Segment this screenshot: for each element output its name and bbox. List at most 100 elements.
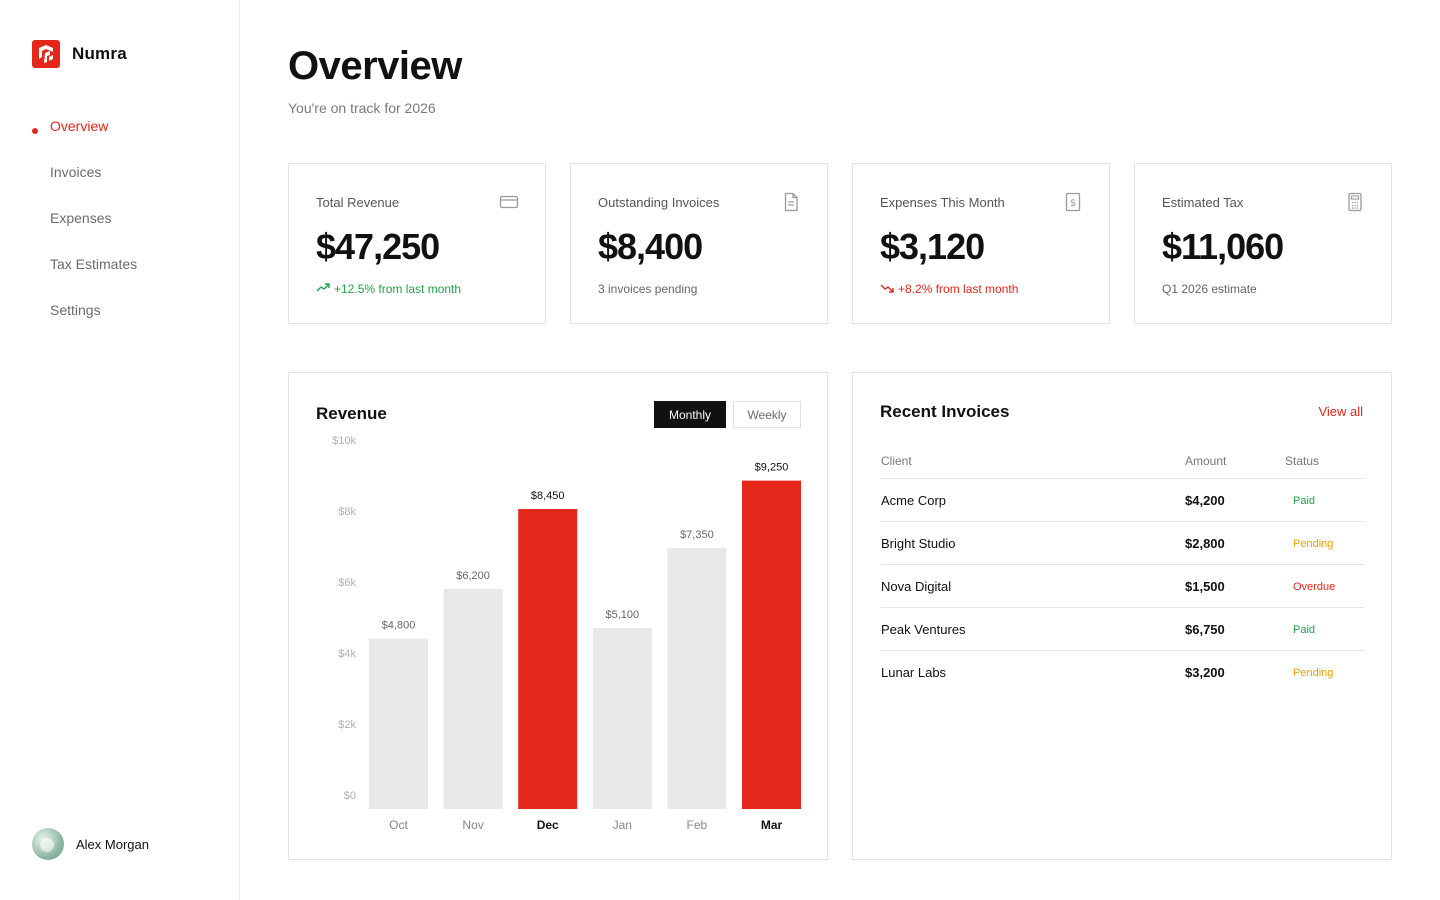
y-tick-label: $0 (344, 790, 356, 802)
invoice-client: Acme Corp (881, 493, 947, 508)
stat-value: $47,250 (316, 226, 440, 267)
invoice-amount: $6,750 (1185, 622, 1225, 637)
invoice-amount: $2,800 (1185, 536, 1225, 551)
stat-label: Total Revenue (316, 195, 400, 210)
stat-card-expenses-this-month: Expenses This Month $ $3,120 +8.2% from … (852, 163, 1110, 324)
x-tick-label: Mar (761, 818, 783, 832)
sidebar-item-label: Tax Estimates (50, 256, 138, 272)
dollar-receipt-icon: $ (1063, 192, 1083, 212)
table-row[interactable]: Peak Ventures $6,750 Paid (881, 607, 1365, 650)
stat-label: Expenses This Month (880, 195, 1005, 210)
table-row[interactable]: Nova Digital $1,500 Overdue (881, 564, 1365, 607)
status-badge: Paid (1293, 495, 1316, 507)
credit-card-icon (499, 192, 519, 212)
x-tick-label: Feb (687, 818, 708, 832)
svg-text:$: $ (1070, 198, 1076, 209)
invoice-client: Nova Digital (881, 579, 952, 594)
invoice-client: Lunar Labs (881, 665, 947, 680)
y-tick-label: $6k (338, 577, 356, 589)
bar-value-label: $8,450 (531, 490, 565, 502)
invoice-amount: $3,200 (1185, 665, 1225, 680)
stat-card-total-revenue: Total Revenue $47,250 +12.5% from last m… (288, 163, 546, 324)
sidebar: Numra Overview Invoices Expenses Tax Est… (0, 0, 240, 900)
table-row[interactable]: Bright Studio $2,800 Pending (881, 521, 1365, 564)
column-header-client: Client (881, 454, 912, 468)
stat-note: +8.2% from last month (898, 282, 1019, 296)
bar-value-label: $4,800 (382, 620, 416, 632)
bar-nov[interactable] (443, 588, 503, 809)
sidebar-item-label: Settings (50, 302, 101, 318)
stat-trend: +8.2% from last month (880, 282, 1018, 296)
stat-trend: +12.5% from last month (316, 282, 461, 296)
bar-value-label: $5,100 (605, 609, 639, 621)
table-row[interactable]: Lunar Labs $3,200 Pending (881, 650, 1365, 693)
sidebar-item-tax-estimates[interactable]: Tax Estimates (32, 246, 222, 292)
brand[interactable]: Numra (32, 40, 127, 68)
stat-value: $8,400 (598, 226, 703, 267)
numra-logo-icon (32, 40, 60, 68)
page-subtitle: You're on track for 2026 (288, 100, 436, 116)
y-tick-label: $10k (332, 435, 356, 447)
sidebar-item-label: Overview (50, 118, 109, 134)
active-indicator-dot (32, 128, 38, 134)
trend-up-icon (316, 282, 330, 296)
document-icon (781, 192, 801, 212)
status-badge: Overdue (1293, 581, 1336, 593)
revenue-title: Revenue (316, 404, 387, 423)
stat-label: Outstanding Invoices (598, 195, 720, 210)
stat-card-estimated-tax: Estimated Tax $11,060 Q1 2026 estimate (1134, 163, 1392, 324)
revenue-bar-chart: $0 $2k $4k $6k $8k $10k $4,800 Oct $6,200 Nov $8,4… (332, 435, 801, 832)
table-row[interactable]: Acme Corp $4,200 Paid (881, 478, 1365, 521)
x-tick-label: Dec (537, 818, 559, 832)
invoice-amount: $4,200 (1185, 493, 1225, 508)
bar-value-label: $7,350 (680, 529, 714, 541)
user-profile[interactable]: Alex Morgan (32, 828, 149, 860)
toggle-weekly[interactable]: Weekly (733, 401, 801, 428)
status-badge: Pending (1293, 538, 1334, 550)
x-tick-label: Jan (613, 818, 632, 832)
sidebar-item-settings[interactable]: Settings (32, 292, 222, 338)
bar-mar[interactable] (742, 480, 801, 809)
calculator-icon (1345, 192, 1365, 212)
x-tick-label: Oct (389, 818, 408, 832)
column-header-amount: Amount (1185, 454, 1227, 468)
status-badge: Paid (1293, 624, 1316, 636)
revenue-panel: Revenue Monthly Weekly $0 $2k $4k $6k $8k $10… (288, 372, 828, 860)
y-tick-label: $4k (338, 648, 356, 660)
page-title: Overview (288, 44, 462, 88)
bar-jan[interactable] (592, 627, 652, 809)
bar-oct[interactable] (369, 638, 428, 809)
view-all-link[interactable]: View all (1318, 404, 1363, 419)
stat-value: $11,060 (1162, 226, 1284, 267)
invoice-client: Bright Studio (881, 536, 956, 551)
stat-note: +12.5% from last month (334, 282, 462, 296)
sidebar-item-overview[interactable]: Overview (32, 108, 222, 154)
bar-value-label: $9,250 (755, 462, 789, 474)
bar-value-label: $6,200 (456, 570, 490, 582)
toggle-monthly[interactable]: Monthly (654, 401, 726, 428)
y-tick-label: $2k (338, 719, 356, 731)
trend-down-icon (880, 282, 894, 296)
stat-value: $3,120 (880, 226, 985, 267)
invoice-amount: $1,500 (1185, 579, 1225, 594)
avatar (32, 828, 64, 860)
stat-label: Estimated Tax (1162, 195, 1244, 210)
status-badge: Pending (1293, 667, 1334, 679)
invoice-client: Peak Ventures (881, 622, 966, 637)
stat-card-outstanding-invoices: Outstanding Invoices $8,400 3 invoices p… (570, 163, 828, 324)
column-header-status: Status (1285, 454, 1320, 468)
sidebar-item-expenses[interactable]: Expenses (32, 200, 222, 246)
stat-note: Q1 2026 estimate (1162, 282, 1257, 296)
brand-name: Numra (72, 44, 127, 63)
recent-invoices-title: Recent Invoices (880, 402, 1010, 421)
bar-dec[interactable] (518, 509, 578, 809)
x-tick-label: Nov (462, 818, 483, 832)
sidebar-nav: Overview Invoices Expenses Tax Estimates… (32, 108, 222, 338)
bar-feb[interactable] (667, 548, 727, 809)
sidebar-item-label: Invoices (50, 164, 102, 180)
stat-note: 3 invoices pending (598, 282, 698, 296)
recent-invoices-panel: Recent Invoices View all Client Amount S… (852, 372, 1392, 860)
sidebar-item-label: Expenses (50, 210, 112, 226)
user-name: Alex Morgan (76, 836, 149, 852)
sidebar-item-invoices[interactable]: Invoices (32, 154, 222, 200)
